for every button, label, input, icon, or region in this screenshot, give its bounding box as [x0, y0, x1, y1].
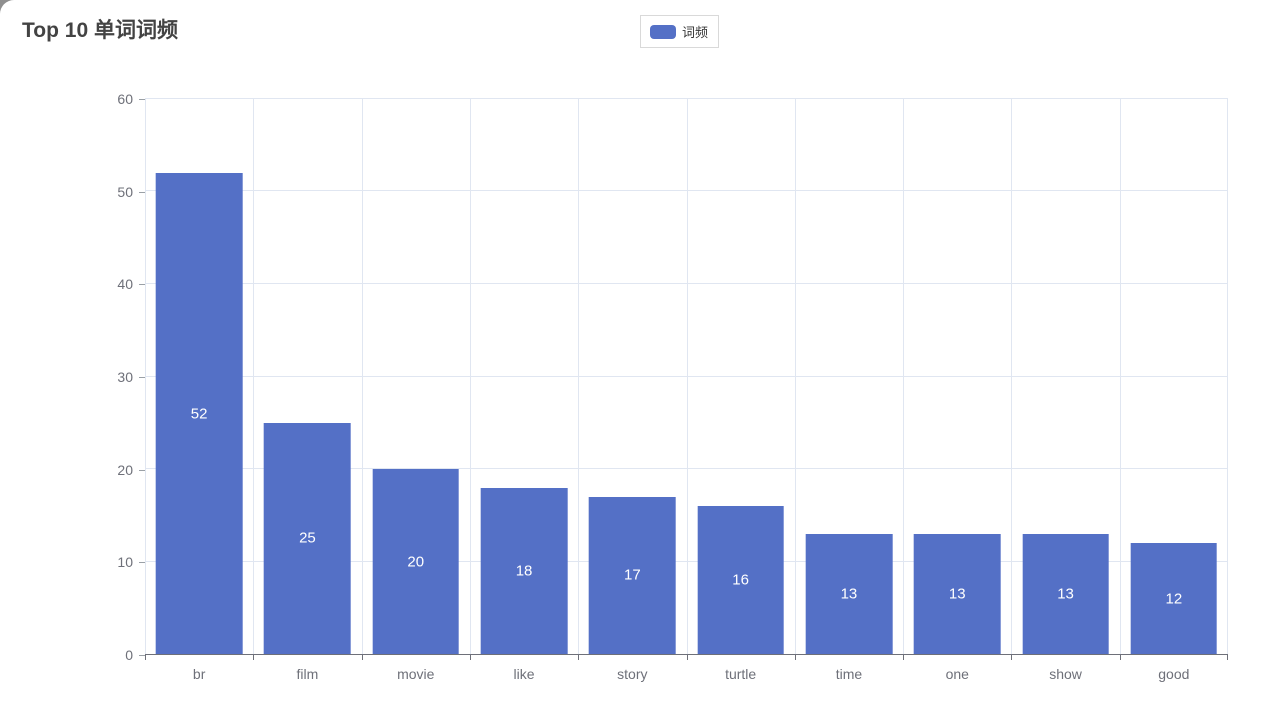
x-axis-category-label: story	[617, 666, 648, 682]
bar-value-label: 17	[624, 566, 641, 584]
x-axis-tick	[253, 654, 255, 660]
bar-show[interactable]: 13	[1022, 533, 1109, 654]
bar-value-label: 20	[407, 553, 425, 570]
x-axis-tick	[469, 654, 471, 660]
legend[interactable]: 词频	[640, 15, 720, 48]
legend-swatch-icon	[650, 24, 676, 39]
x-axis-tick	[145, 654, 146, 660]
grid-line-vertical	[469, 99, 471, 654]
bar-movie[interactable]: 20	[372, 469, 460, 654]
grid-line-horizontal	[145, 98, 1228, 99]
chart-title: Top 10 单词词频	[22, 19, 178, 42]
x-axis-tick	[1119, 654, 1121, 660]
bar-good[interactable]: 12	[1130, 543, 1218, 654]
grid-line-vertical	[1227, 99, 1228, 654]
y-axis-tick	[139, 191, 145, 193]
legend-label: 词频	[682, 25, 709, 40]
x-axis-category-label: movie	[397, 666, 435, 682]
bar-value-label: 13	[948, 585, 966, 603]
bar-one[interactable]: 13	[913, 533, 1001, 654]
x-axis-tick	[578, 654, 580, 660]
plot-area: 52 br 25 film 20 movie 18 like 17 story 16 turtle 13…	[145, 98, 1228, 682]
y-axis-tick	[139, 377, 145, 378]
x-axis-category-label: show	[1049, 666, 1082, 682]
bar-value-label: 12	[1165, 590, 1183, 607]
y-axis-tick	[139, 99, 145, 100]
legend-item[interactable]: 词频	[650, 22, 708, 41]
grid-line-vertical	[1119, 99, 1121, 654]
x-axis-category-label: good	[1158, 666, 1190, 682]
x-axis-tick	[1011, 654, 1013, 660]
bar-like[interactable]: 18	[480, 487, 568, 654]
y-axis-tick	[139, 562, 145, 564]
grid-line-vertical	[145, 99, 146, 654]
bar-value-label: 52	[190, 405, 208, 422]
grid-line-vertical	[794, 99, 796, 654]
grid-line-vertical	[361, 99, 363, 654]
y-axis-tick	[139, 284, 145, 286]
bar-film[interactable]: 25	[264, 422, 351, 654]
grid-line-vertical	[578, 99, 580, 654]
grid-line-vertical	[903, 99, 905, 654]
bar-value-label: 18	[515, 562, 533, 580]
bar-br[interactable]: 52	[155, 173, 243, 654]
y-axis-tick-label: 30	[117, 369, 133, 385]
x-axis-tick	[903, 654, 905, 660]
x-axis-category-label: br	[192, 666, 206, 682]
bar-turtle[interactable]: 16	[697, 506, 784, 654]
x-axis-category-label: turtle	[725, 666, 757, 682]
bar-time[interactable]: 13	[805, 533, 893, 654]
bar-value-label: 13	[1057, 585, 1074, 603]
y-axis-tick-label: 60	[117, 91, 133, 107]
y-axis-tick	[139, 469, 145, 471]
y-axis-tick-label: 50	[117, 183, 133, 200]
x-axis-tick	[686, 654, 688, 660]
bar-value-label: 25	[299, 529, 316, 547]
x-axis-tick	[794, 654, 796, 660]
x-axis-category-label: like	[513, 666, 535, 682]
y-axis-tick-label: 0	[125, 647, 133, 663]
x-axis-tick	[1227, 654, 1228, 660]
y-axis-tick	[139, 655, 145, 656]
bar-value-label: 16	[732, 571, 749, 589]
grid-line-vertical	[1011, 99, 1013, 654]
x-axis-category-label: time	[835, 666, 863, 682]
y-axis-tick-label: 20	[117, 461, 133, 478]
y-axis-tick-label: 10	[117, 554, 133, 571]
bar-story[interactable]: 17	[589, 496, 676, 654]
bar-value-label: 13	[840, 585, 858, 603]
x-axis-category-label: one	[945, 666, 969, 682]
grid-line-vertical	[253, 99, 255, 654]
grid-line-vertical	[686, 99, 688, 654]
y-axis-tick-label: 40	[117, 276, 133, 293]
x-axis-category-label: film	[296, 666, 319, 682]
x-axis-tick	[361, 654, 363, 660]
y-axis: 0 10 20 30 40 50 60	[0, 91, 145, 663]
